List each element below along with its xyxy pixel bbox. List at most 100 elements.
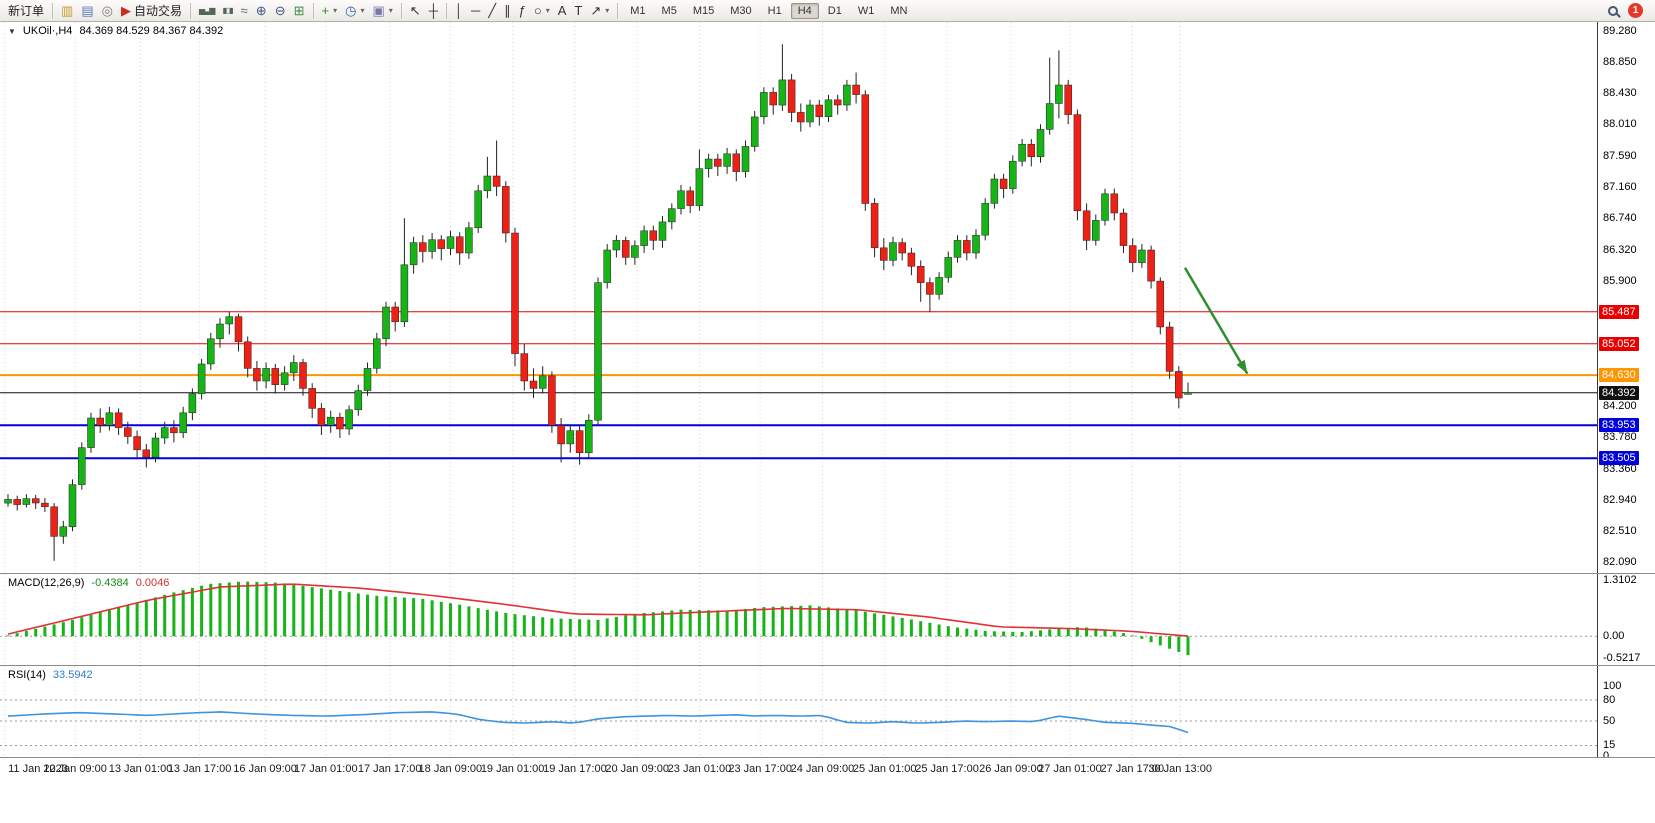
candle [1073, 114, 1082, 212]
macd-histogram-bar [827, 607, 830, 637]
candle [999, 178, 1008, 189]
macd-histogram-bar [1149, 636, 1153, 643]
chevron-down-icon: ▾ [545, 6, 550, 15]
candle [437, 239, 446, 249]
macd-histogram-bar [799, 605, 803, 637]
indicators-button[interactable]: + ▾ [318, 3, 342, 19]
macd-histogram-bar [707, 610, 711, 637]
macd-label: MACD(12,26,9) [8, 577, 85, 589]
horizontal-line-button[interactable]: ─ [467, 3, 484, 19]
macd-chart[interactable] [0, 574, 1597, 666]
timeframe-m30-button[interactable]: M30 [730, 4, 752, 17]
candlestick-chart-button[interactable]: ▮▯▮ [218, 3, 236, 19]
candle [243, 341, 252, 369]
profiles-button[interactable]: ▤ [77, 3, 97, 19]
macd-histogram-bar [808, 605, 812, 637]
templates-button[interactable]: ▣ ▾ [368, 3, 396, 19]
candle [502, 186, 510, 234]
macd-histogram-bar [1020, 632, 1024, 637]
crosshair-button[interactable]: ┼ [425, 3, 442, 19]
cursor-button[interactable]: ↖ [406, 3, 425, 19]
trendline-icon: ╱ [488, 2, 497, 18]
candle [907, 252, 916, 267]
macd-histogram-bar [292, 584, 296, 637]
periods-button[interactable]: ◷ ▾ [341, 3, 368, 19]
chart-window-button[interactable]: ▥ [57, 3, 77, 19]
candle [815, 104, 824, 118]
timeframe-h4-button[interactable]: H4 [790, 2, 819, 19]
periods-icon: ◷ [345, 2, 357, 18]
time-label: 20 Jan 09:00 [605, 763, 669, 775]
price-axis[interactable]: 89.280 88.850 88.430 88.010 87.590 87.160 86.7… [1597, 22, 1655, 573]
trendline-button[interactable]: ╱ [484, 3, 500, 19]
candle [271, 368, 280, 385]
text-button[interactable]: T [570, 3, 586, 19]
time-axis[interactable]: 11 Jan 2023 12 Jan 09:00 13 Jan 01:00 13 Ja… [0, 757, 1655, 781]
support-2-price-badge: 83.505 [1599, 451, 1639, 466]
timeframe-h1-button[interactable]: H1 [767, 4, 782, 17]
macd-histogram-bar [154, 597, 157, 637]
bar-chart-button[interactable]: ▅▃▆ [195, 3, 218, 19]
fibonacci-button[interactable]: ƒ [515, 3, 530, 19]
macd-histogram-bar [356, 593, 360, 637]
autotrading-button[interactable]: ▶ 自动交易 [117, 1, 186, 20]
macd-histogram-bar [1103, 629, 1107, 637]
candle [889, 242, 897, 261]
macd-histogram-bar [688, 609, 692, 637]
arrows-icon: ↗ [590, 2, 602, 18]
zoom-in-button[interactable]: ⊕ [252, 3, 271, 19]
chart-dropdown-icon[interactable]: ▼ [8, 26, 16, 36]
macd-histogram-bar [439, 601, 443, 637]
alerts-button[interactable]: ◎ [98, 3, 117, 19]
candle [566, 430, 575, 445]
macd-histogram-bar [1057, 628, 1061, 637]
candle [262, 368, 270, 382]
macd-histogram-bar [1094, 628, 1098, 637]
macd-histogram-bar [1186, 636, 1190, 656]
candle [797, 112, 805, 123]
macd-histogram-bar [458, 604, 462, 637]
timeframe-m5-button[interactable]: M5 [661, 4, 677, 17]
notification-badge[interactable]: 1 [1628, 3, 1643, 18]
text-label-button[interactable]: A [554, 3, 571, 19]
rsi-axis-tick: 0 [1603, 749, 1610, 762]
price-tick: 89.280 [1603, 24, 1637, 37]
rsi-chart[interactable] [0, 666, 1597, 758]
macd-histogram-bar [393, 596, 397, 637]
price-chart[interactable] [0, 22, 1597, 573]
timeframe-m1-button[interactable]: M1 [630, 4, 646, 17]
line-chart-button[interactable]: ≈ [237, 3, 252, 19]
macd-histogram-bar [347, 592, 351, 637]
zoom-in-icon: ⊕ [255, 2, 267, 18]
channel-button[interactable]: ∥ [500, 3, 515, 19]
tile-windows-button[interactable]: ⊞ [290, 3, 309, 19]
search-icon[interactable] [1608, 5, 1618, 16]
zoom-out-button[interactable]: ⊖ [271, 3, 290, 19]
candle [1018, 143, 1026, 162]
candle [585, 419, 593, 454]
text-label-icon: A [557, 2, 567, 18]
macd-histogram-bar [117, 607, 121, 637]
time-label: 17 Jan 17:00 [357, 763, 422, 775]
timeframe-d1-button[interactable]: D1 [827, 4, 842, 17]
timeframe-mn-button[interactable]: MN [890, 4, 908, 17]
macd-histogram-bar [246, 581, 250, 637]
vertical-line-button[interactable]: │ [451, 3, 467, 19]
candle [852, 84, 860, 95]
time-label: 23 Jan 17:00 [728, 763, 792, 775]
macd-histogram-bar [190, 587, 194, 637]
macd-histogram-bar [338, 591, 342, 637]
macd-histogram-bar [449, 603, 452, 637]
timeframe-m15-button[interactable]: M15 [692, 4, 715, 17]
shapes-button[interactable]: ○ ▾ [530, 3, 554, 19]
macd-histogram-bar [790, 606, 794, 637]
macd-histogram-bar [227, 582, 231, 637]
arrows-button[interactable]: ↗ ▾ [586, 3, 613, 19]
new-order-button[interactable]: 新订单 [4, 1, 48, 20]
rsi-axis[interactable]: 100 80 50 15 0 [1597, 666, 1655, 762]
macd-axis[interactable]: 1.3102 0.00 -0.5217 [1597, 574, 1655, 665]
candle [723, 153, 731, 167]
macd-axis-tick: 0.00 [1603, 629, 1625, 642]
toolbar-separator [617, 2, 619, 19]
timeframe-w1-button[interactable]: W1 [857, 4, 875, 17]
